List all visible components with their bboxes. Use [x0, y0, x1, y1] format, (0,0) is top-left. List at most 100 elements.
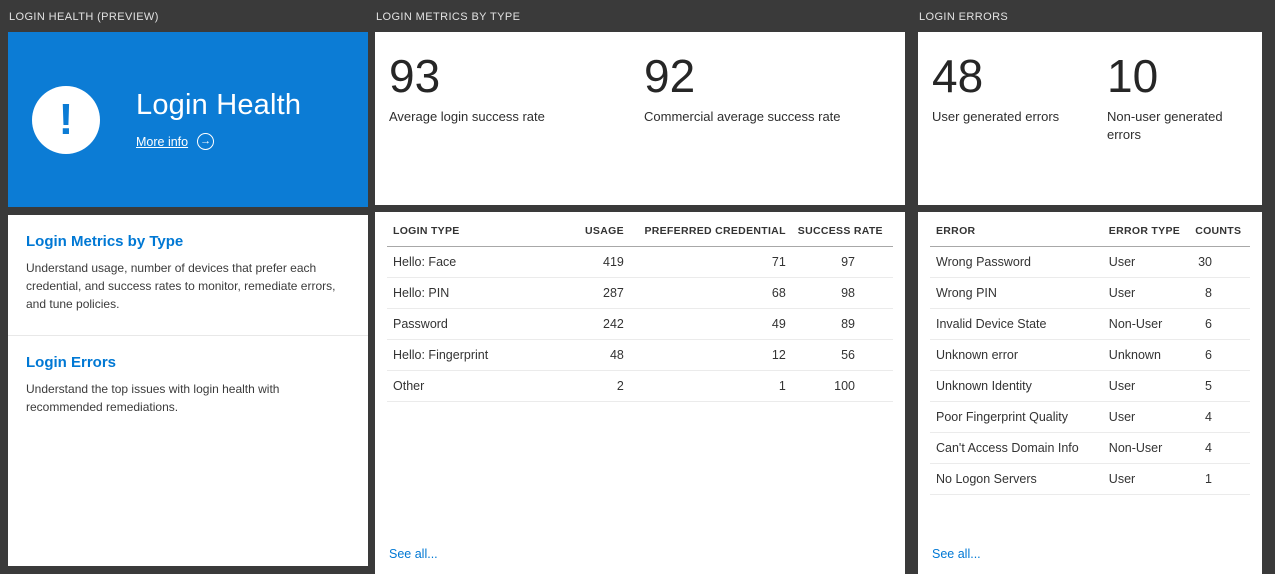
- login-health-hero-tile[interactable]: ! Login Health More info →: [8, 32, 368, 207]
- see-all-link-login-errors[interactable]: See all...: [932, 547, 981, 561]
- cell-error: Can't Access Domain Info: [930, 432, 1103, 464]
- column-header-login-metrics: LOGIN METRICS BY TYPE: [376, 11, 521, 23]
- column-login-errors: LOGIN ERRORS 48 User generated errors 10…: [918, 8, 1262, 574]
- login-health-info-card: Login Metrics by Type Understand usage, …: [8, 215, 368, 566]
- hero-title: Login Health: [136, 89, 302, 121]
- login-errors-table-card: ERROR ERROR TYPE COUNTS Wrong Password U…: [918, 212, 1262, 574]
- table-header-row: ERROR ERROR TYPE COUNTS: [930, 212, 1250, 247]
- cell-usage: 2: [543, 370, 630, 402]
- more-info-link[interactable]: More info →: [136, 133, 301, 150]
- cell-login-type: Password: [387, 308, 544, 340]
- cell-counts: 4: [1189, 432, 1250, 464]
- stat-user-generated-errors: 48 User generated errors: [932, 52, 1107, 205]
- cell-error: No Logon Servers: [930, 463, 1103, 495]
- stat-value: 92: [644, 50, 696, 102]
- cell-preferred-credential: 68: [629, 277, 792, 309]
- login-metrics-table: LOGIN TYPE USAGE PREFERRED CREDENTIAL SU…: [387, 212, 893, 402]
- login-metrics-stats-card: 93 Average login success rate 92 Commerc…: [375, 32, 905, 205]
- column-header-usage: USAGE: [543, 212, 630, 247]
- see-all-link-login-metrics[interactable]: See all...: [389, 547, 438, 561]
- cell-error-type: User: [1102, 463, 1190, 495]
- cell-preferred-credential: 49: [629, 308, 792, 340]
- table-row[interactable]: Wrong Password User 30: [930, 246, 1250, 278]
- cell-success-rate: 100: [791, 370, 893, 402]
- cell-error-type: User: [1102, 277, 1190, 309]
- cell-login-type: Other: [387, 370, 544, 402]
- table-row[interactable]: Unknown Identity User 5: [930, 370, 1250, 402]
- cell-login-type: Hello: PIN: [387, 277, 544, 309]
- stat-label: Non-user generated errors: [1107, 109, 1223, 142]
- cell-usage: 419: [543, 246, 630, 278]
- cell-success-rate: 56: [791, 339, 893, 371]
- section-login-metrics-by-type: Login Metrics by Type Understand usage, …: [8, 215, 368, 335]
- cell-usage: 242: [543, 308, 630, 340]
- table-row[interactable]: Password 242 49 89: [387, 308, 893, 340]
- cell-error: Wrong Password: [930, 246, 1103, 278]
- table-row[interactable]: Hello: Fingerprint 48 12 56: [387, 339, 893, 371]
- column-header-login-errors: LOGIN ERRORS: [919, 11, 1009, 23]
- cell-error-type: User: [1102, 370, 1190, 402]
- table-row[interactable]: Invalid Device State Non-User 6: [930, 308, 1250, 340]
- cell-counts: 1: [1189, 463, 1250, 495]
- cell-usage: 287: [543, 277, 630, 309]
- column-header-preferred-credential: PREFERRED CREDENTIAL: [629, 212, 792, 247]
- cell-counts: 8: [1189, 277, 1250, 309]
- cell-login-type: Hello: Face: [387, 246, 544, 278]
- column-header-success-rate: SUCCESS RATE: [791, 212, 893, 247]
- stat-label: Average login success rate: [389, 109, 545, 125]
- cell-counts: 5: [1189, 370, 1250, 402]
- cell-counts: 4: [1189, 401, 1250, 433]
- login-metrics-table-card: LOGIN TYPE USAGE PREFERRED CREDENTIAL SU…: [375, 212, 905, 574]
- more-info-label[interactable]: More info: [136, 134, 189, 149]
- cell-counts: 6: [1189, 339, 1250, 371]
- section-description-login-errors: Understand the top issues with login hea…: [26, 382, 280, 414]
- column-login-health: LOGIN HEALTH (PREVIEW) ! Login Health Mo…: [8, 8, 368, 574]
- arrow-right-icon: →: [197, 133, 215, 150]
- cell-counts: 6: [1189, 308, 1250, 340]
- table-header-row: LOGIN TYPE USAGE PREFERRED CREDENTIAL SU…: [387, 212, 893, 247]
- table-row[interactable]: Hello: PIN 287 68 98: [387, 277, 893, 309]
- cell-error-type: User: [1102, 246, 1190, 278]
- column-header-login-type: LOGIN TYPE: [387, 212, 544, 247]
- cell-success-rate: 98: [791, 277, 893, 309]
- cell-success-rate: 89: [791, 308, 893, 340]
- cell-preferred-credential: 71: [629, 246, 792, 278]
- login-errors-stats-card: 48 User generated errors 10 Non-user gen…: [918, 32, 1262, 205]
- cell-error-type: Unknown: [1102, 339, 1190, 371]
- section-title-login-metrics[interactable]: Login Metrics by Type: [26, 233, 184, 250]
- table-row[interactable]: Hello: Face 419 71 97: [387, 246, 893, 278]
- table-row[interactable]: Wrong PIN User 8: [930, 277, 1250, 309]
- stat-average-success-rate: 93 Average login success rate: [389, 52, 644, 205]
- stat-value: 48: [932, 50, 984, 102]
- column-header-error: ERROR: [930, 212, 1103, 247]
- cell-preferred-credential: 12: [629, 339, 792, 371]
- stat-value: 10: [1107, 50, 1159, 102]
- cell-error: Poor Fingerprint Quality: [930, 401, 1103, 433]
- cell-error-type: Non-User: [1102, 432, 1190, 464]
- section-description-login-metrics: Understand usage, number of devices that…: [26, 261, 336, 311]
- table-row[interactable]: Poor Fingerprint Quality User 4: [930, 401, 1250, 433]
- column-header-login-health: LOGIN HEALTH (PREVIEW): [9, 11, 159, 23]
- stat-label: Commercial average success rate: [644, 109, 841, 125]
- column-header-counts: COUNTS: [1189, 212, 1250, 247]
- exclamation-glyph: !: [58, 94, 74, 144]
- column-header-error-type: ERROR TYPE: [1102, 212, 1190, 247]
- stat-commercial-success-rate: 92 Commercial average success rate: [644, 52, 841, 205]
- table-row[interactable]: Can't Access Domain Info Non-User 4: [930, 432, 1250, 464]
- stat-label: User generated errors: [932, 109, 1060, 125]
- exclamation-icon: !: [32, 85, 100, 154]
- stat-value: 93: [389, 50, 441, 102]
- section-login-errors: Login Errors Understand the top issues w…: [8, 335, 368, 438]
- cell-error: Unknown error: [930, 339, 1103, 371]
- section-title-login-errors[interactable]: Login Errors: [26, 354, 117, 371]
- hero-text: Login Health More info →: [136, 89, 301, 150]
- cell-error: Wrong PIN: [930, 277, 1103, 309]
- cell-login-type: Hello: Fingerprint: [387, 339, 544, 371]
- cell-error: Unknown Identity: [930, 370, 1103, 402]
- cell-error-type: Non-User: [1102, 308, 1190, 340]
- table-row[interactable]: Unknown error Unknown 6: [930, 339, 1250, 371]
- cell-counts: 30: [1189, 246, 1250, 278]
- cell-preferred-credential: 1: [629, 370, 792, 402]
- table-row[interactable]: No Logon Servers User 1: [930, 463, 1250, 495]
- table-row[interactable]: Other 2 1 100: [387, 370, 893, 402]
